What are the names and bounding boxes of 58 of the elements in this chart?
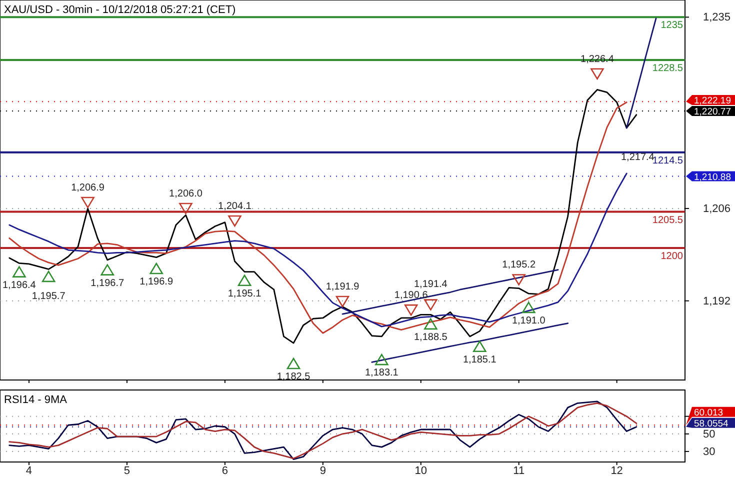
y-tick-label: 1,235 [703,12,731,24]
data-label: 1,195.2 [502,260,536,271]
ref-line-label: 1205.5 [652,214,684,226]
y-tick-label: 30 [703,446,716,458]
point [100,264,114,276]
point [404,304,418,316]
ref-line-label: 1,220.77 [694,106,731,118]
data-label: 1,195.1 [228,288,262,300]
x-tick-label: 9 [320,464,326,477]
data-label: 1,188.5 [414,332,448,343]
y-tick-label: 1,206 [703,202,731,215]
ref-line-label: 1200 [660,251,684,262]
point [590,68,604,80]
point [522,302,536,314]
x-tick-label: 10 [414,464,427,477]
ref-line-label: 1228.5 [652,63,684,74]
data-label: 1,196.7 [90,278,124,289]
data-label: 1,195.7 [32,290,66,302]
x-tick-label: 5 [124,464,130,477]
x-tick-label: 6 [222,464,228,477]
x-tick-label: 4 [26,464,32,477]
x-tick-label: 12 [610,464,623,477]
point [424,318,438,330]
ref-line-label: 1,222.19 [694,96,731,107]
data-label: 1,196.9 [140,276,174,288]
chart-title: XAU/USD - 30min - 10/12/2018 05:27:21 (CET) [4,4,236,16]
data-label: 1,204.1 [218,201,252,212]
data-label: 1,190.6 [394,290,428,302]
data-label: 1,196.4 [2,280,36,291]
point [238,274,252,286]
data-label: 1,191.4 [414,279,448,290]
data-label: 1,185.1 [462,354,497,366]
point [512,274,526,286]
point [336,296,350,308]
ref-line-label: 60.013 [694,407,724,418]
point [286,358,300,370]
data-label: 1,191.9 [326,281,360,292]
y-tick-label: 1,192 [703,295,731,308]
point [12,266,26,278]
point [81,196,94,208]
y-tick-label: 50 [703,428,716,440]
point [228,215,242,227]
point [150,262,164,274]
point [424,299,438,310]
point [375,354,388,366]
data-label: 1,183.1 [365,368,399,379]
point [42,270,56,282]
ref-line-label: 1235 [660,20,684,32]
data-label: 1,206.9 [71,182,105,194]
ref-line-label: 1,210.88 [694,172,731,183]
chart-title: RSI14 - 9MA [4,394,68,406]
x-tick-label: 11 [513,464,525,477]
data-label: 1,206.0 [169,188,203,200]
ref-line-label: 1214.5 [652,155,684,166]
data-label: 1,191.0 [512,315,546,326]
point [179,202,192,214]
ref-line-label: 58.0554 [694,418,728,430]
point [473,340,486,352]
